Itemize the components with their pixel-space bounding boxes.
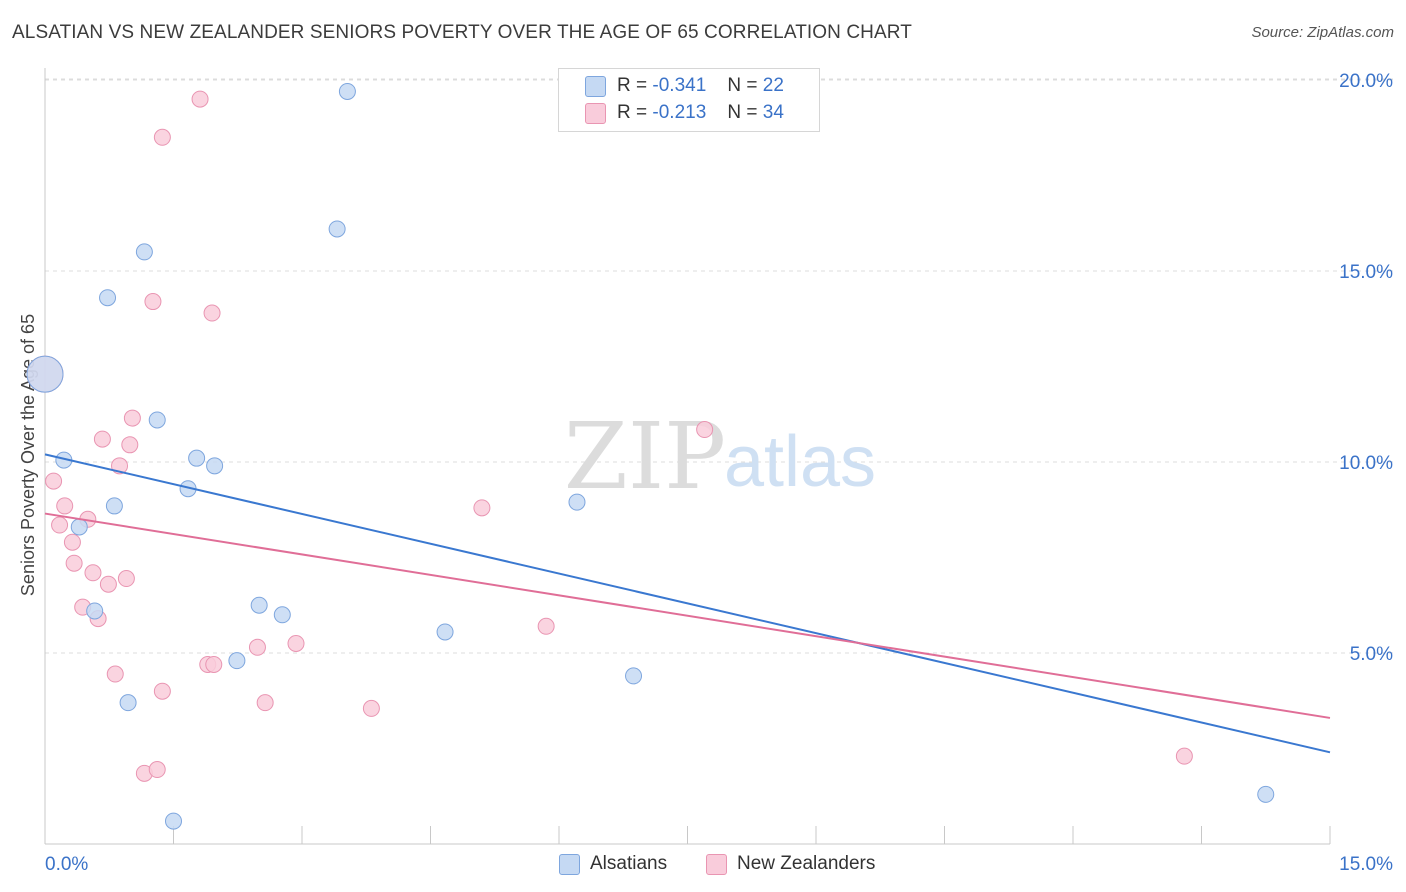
alsatians-point (228, 652, 246, 670)
watermark-atlas: atlas (724, 422, 876, 502)
new-zealanders-point (93, 430, 111, 448)
alsatians-point (105, 497, 123, 515)
alsatians-point (568, 493, 586, 511)
x-tick-label-min: 0.0% (45, 854, 88, 875)
alsatians-point (625, 667, 643, 685)
alsatians-legend-swatch (559, 854, 580, 875)
new-zealanders-legend-label: New Zealanders (737, 853, 876, 874)
alsatians-legend-label: Alsatians (590, 853, 668, 874)
new-zealanders-point (191, 90, 209, 108)
new-zealanders-point (144, 293, 162, 311)
stats-legend: R = -0.341 N = 22 R = -0.213 N = 34 (558, 68, 820, 132)
y-tick-label: 20.0% (1339, 71, 1393, 92)
new-zealanders-point (106, 665, 124, 683)
new-zealanders-point (473, 499, 491, 517)
new-zealanders-point (153, 128, 171, 146)
x-tick-label-max: 15.0% (1339, 854, 1393, 875)
alsatians-r-value: -0.341 (652, 75, 707, 96)
new-zealanders-point (362, 699, 380, 717)
new-zealanders-n-label: N = (727, 102, 758, 123)
chart-title: ALSATIAN VS NEW ZEALANDER SENIORS POVERT… (12, 22, 912, 43)
alsatians-point (148, 411, 166, 429)
alsatians-point (328, 220, 346, 238)
new-zealanders-point (205, 655, 223, 673)
y-tick-label: 10.0% (1339, 453, 1393, 474)
new-zealanders-point (153, 682, 171, 700)
y-tick-label: 5.0% (1350, 644, 1393, 665)
alsatians-swatch (585, 76, 606, 97)
y-axis-label: Seniors Poverty Over the Age of 65 (18, 314, 38, 596)
alsatians-point (86, 602, 104, 620)
new-zealanders-point (121, 436, 139, 454)
new-zealanders-point (123, 409, 141, 427)
alsatians-point (135, 243, 153, 261)
alsatians-point (273, 606, 291, 624)
new-zealanders-r-value: -0.213 (652, 102, 707, 123)
new-zealanders-point (84, 564, 102, 582)
new-zealanders-point (65, 554, 83, 572)
alsatians-point (188, 449, 206, 467)
alsatians-point (206, 457, 224, 475)
alsatians-n-label: N = (727, 75, 758, 96)
alsatians-point (436, 623, 454, 641)
new-zealanders-point (56, 497, 74, 515)
new-zealanders-point (696, 421, 714, 439)
new-zealanders-point (248, 638, 266, 656)
new-zealanders-point (117, 570, 135, 588)
new-zealanders-swatch (585, 103, 606, 124)
alsatians-point (26, 355, 64, 393)
alsatians-point (165, 812, 182, 830)
new-zealanders-n-value: 34 (762, 102, 784, 123)
new-zealanders-point (203, 304, 221, 322)
new-zealanders-point (537, 617, 555, 635)
new-zealanders-point (63, 533, 81, 551)
alsatians-point (338, 82, 356, 100)
new-zealanders-point (99, 575, 117, 593)
alsatians-point (70, 518, 88, 536)
alsatians-point (119, 694, 137, 712)
alsatians-trend-line (44, 453, 1331, 754)
watermark-zip: ZIP (564, 403, 726, 510)
y-tick-label: 15.0% (1339, 262, 1393, 283)
alsatians-point (1257, 785, 1275, 803)
new-zealanders-r-label: R = (617, 102, 648, 123)
new-zealanders-point (148, 761, 166, 779)
alsatians-r-label: R = (617, 75, 648, 96)
new-zealanders-point (51, 516, 69, 534)
new-zealanders-trend-line (44, 512, 1331, 719)
alsatians-point (99, 289, 117, 307)
chart-source: Source: ZipAtlas.com (1251, 24, 1394, 41)
new-zealanders-point (1175, 747, 1193, 765)
new-zealanders-point (45, 472, 63, 490)
alsatians-point (250, 596, 268, 614)
new-zealanders-legend-swatch (706, 854, 727, 875)
alsatians-n-value: 22 (762, 75, 784, 96)
new-zealanders-point (256, 694, 274, 712)
new-zealanders-point (287, 634, 305, 652)
